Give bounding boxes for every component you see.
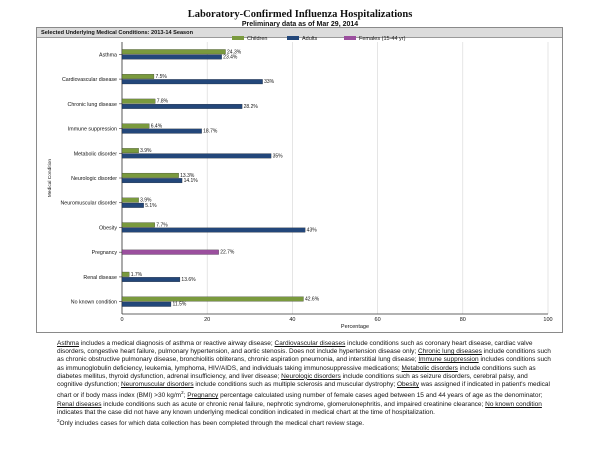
data-label: 7.7% (156, 222, 168, 228)
category-label: Cardiovascular disease (62, 77, 117, 83)
x-tick-label: 40 (289, 317, 295, 323)
bar-children (121, 148, 139, 154)
bar-children (121, 49, 226, 55)
x-axis-label: Percentage (341, 324, 369, 330)
bar-children (121, 123, 150, 129)
data-label: 13.3% (180, 173, 195, 179)
bar-children (121, 98, 156, 104)
data-label: 18.7% (203, 129, 218, 135)
bar-adults (121, 178, 183, 184)
bar-adults (121, 54, 222, 60)
footnote-term-renal: Renal diseases (57, 400, 102, 408)
data-label: 24.3% (227, 49, 242, 55)
data-label: 14.1% (184, 178, 199, 184)
bar-children (121, 296, 304, 302)
bar-adults (121, 202, 144, 208)
data-label: 5.1% (145, 203, 157, 209)
legend-label: Females (15-44 yr) (359, 36, 406, 42)
x-tick-label: 20 (204, 317, 210, 323)
footnote-text: includes conditions such as immunoglobul… (57, 356, 551, 372)
data-label: 42.6% (305, 297, 320, 303)
footnote-term-obesity: Obesity (396, 381, 420, 389)
x-tick-label: 60 (375, 317, 381, 323)
data-label: 3.9% (140, 148, 152, 154)
bar-children (121, 222, 155, 228)
data-label: 7.5% (155, 74, 167, 80)
footnote-text: include conditions such as chronic obstr… (57, 348, 551, 364)
data-label: 6.4% (151, 123, 163, 129)
footnote-text: ; (183, 392, 188, 400)
footnote-text: percentage calculated using number of fe… (218, 392, 543, 400)
chart-subtitle: Preliminary data as of Mar 29, 2014 (241, 21, 359, 28)
category-label: Asthma (99, 52, 117, 58)
bar-adults (121, 153, 272, 159)
data-label: 22.7% (220, 250, 235, 256)
bar-children (121, 74, 155, 79)
x-tick-label: 100 (543, 317, 552, 323)
bar-children (121, 172, 179, 178)
data-label: 33% (264, 79, 275, 85)
footnote-term-pregnancy: Pregnancy (187, 392, 219, 400)
category-label: Chronic lung disease (68, 102, 118, 108)
bar-adults (121, 301, 172, 307)
footnote-term-asthma: Asthma (57, 340, 80, 347)
category-label: Pregnancy (92, 250, 118, 256)
data-label: 35% (273, 153, 284, 159)
footnote-term-neuromuscular: Neuromuscular disorders (120, 381, 194, 389)
panel-header: Selected Underlying Medical Conditions: … (37, 28, 562, 38)
data-label: 23.4% (223, 54, 238, 60)
footnote-text: include conditions such as diabetes mell… (57, 364, 536, 380)
footnote-term-no-known: No known condition (485, 400, 542, 408)
category-label: Metabolic disorder (74, 151, 118, 157)
data-label: 28.2% (244, 104, 259, 110)
bar-adults (121, 79, 263, 85)
bar-adults (121, 128, 202, 134)
footnote-text: include conditions such as multiple scle… (193, 381, 397, 389)
bar-adults (121, 277, 181, 282)
footnote-term-chronic-lung: Chronic lung diseases (417, 348, 482, 356)
data-label: 3.9% (140, 198, 152, 204)
legend-swatch (232, 36, 244, 40)
category-label: Immune suppression (68, 127, 117, 133)
category-label: Obesity (99, 225, 117, 231)
data-label: 1.7% (131, 272, 143, 278)
category-label: Neurologic disorder (71, 176, 117, 182)
footnote-superscript: 2 (57, 417, 60, 423)
data-label: 7.8% (157, 99, 169, 105)
category-label: Renal disease (83, 275, 117, 281)
x-tick-label: 0 (120, 317, 123, 323)
bar-adults (121, 103, 243, 109)
footnote-text: includes a medical diagnosis of asthma o… (79, 340, 275, 347)
legend-label: Adults (302, 36, 318, 42)
footnote-text: include conditions such as acute or chro… (101, 400, 486, 408)
data-label: 43% (307, 228, 318, 234)
x-tick-label: 80 (460, 317, 466, 323)
chart-title: Laboratory-Confirmed Influenza Hospitali… (187, 9, 413, 20)
category-label: Neuromuscular disorder (60, 201, 117, 207)
footnote-text: indicates that the case did not have any… (57, 408, 435, 416)
footnote-term-metabolic: Metabolic disorders (401, 364, 458, 372)
footnote: Asthma includes a medical diagnosis of a… (57, 340, 555, 428)
footnote-superscript: 2 (181, 390, 184, 396)
bar-adults (121, 227, 306, 233)
bar-children (121, 271, 130, 277)
footnote-term-neurologic: Neurologic disorders (281, 372, 341, 380)
footnote-term-immune: Immune suppression (418, 356, 479, 364)
bar-females-15-44-yr (121, 249, 219, 255)
legend-label: Children (247, 36, 267, 42)
data-label: 13.6% (181, 277, 196, 283)
footnote-note-2: Only includes cases for which data colle… (59, 420, 365, 428)
category-label: No known condition (71, 300, 117, 306)
footnote-text: include conditions such as seizure disor… (57, 372, 528, 389)
footnote-text: was assigned if indicated in patient's m… (57, 381, 550, 400)
data-label: 11.5% (172, 302, 186, 308)
footnote-text: include conditions such as coronary hear… (57, 340, 533, 356)
legend-swatch (287, 36, 299, 40)
legend-swatch (344, 36, 356, 40)
footnote-term-cardiovascular: Cardiovascular diseases (274, 340, 346, 347)
y-axis-label: Medical Condition (47, 159, 53, 197)
bar-children (121, 197, 139, 203)
